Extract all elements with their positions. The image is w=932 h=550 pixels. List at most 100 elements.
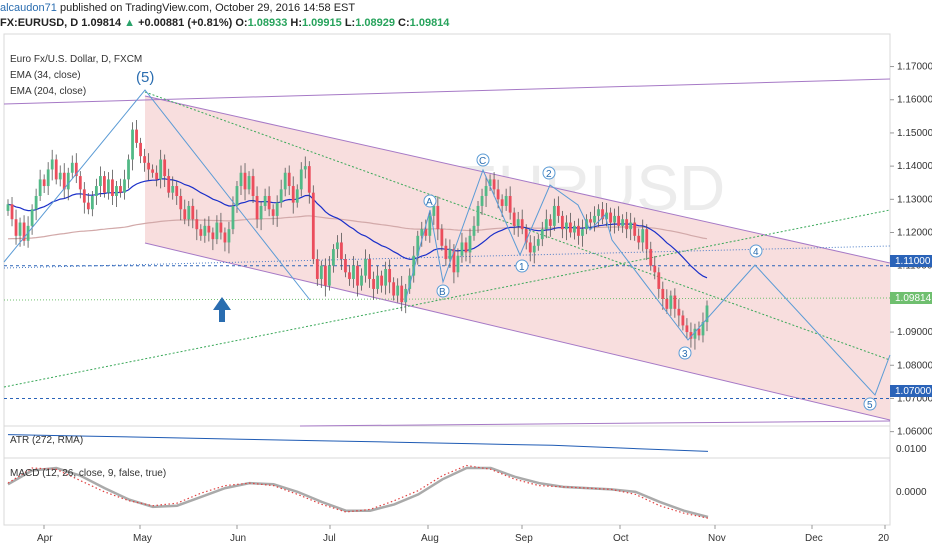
candle-bear[interactable] — [653, 265, 657, 273]
candle-bear[interactable] — [677, 308, 681, 316]
candle-bear[interactable] — [496, 189, 500, 200]
candle-bear[interactable] — [191, 205, 195, 220]
candle-bull[interactable] — [215, 222, 219, 240]
candle-bull[interactable] — [376, 275, 379, 289]
candle-bull[interactable] — [476, 205, 480, 226]
candle-bear[interactable] — [251, 176, 255, 196]
candle-bull[interactable] — [629, 222, 633, 230]
candle-bull[interactable] — [331, 249, 335, 266]
candle-bull[interactable] — [115, 186, 118, 196]
candle-bear[interactable] — [649, 249, 653, 266]
candle-bull[interactable] — [30, 209, 34, 226]
candle-bull[interactable] — [247, 176, 251, 190]
candle-bear[interactable] — [167, 176, 171, 193]
candle-bear[interactable] — [560, 215, 564, 230]
candle-bear[interactable] — [22, 222, 26, 241]
candle-bear[interactable] — [685, 325, 689, 333]
candle-bear[interactable] — [508, 195, 512, 213]
candle-bear[interactable] — [520, 219, 524, 230]
candle-bull[interactable] — [456, 255, 460, 273]
candle-bull[interactable] — [428, 215, 432, 236]
candle-bear[interactable] — [78, 176, 82, 190]
candle-bull[interactable] — [259, 205, 263, 220]
candle-bear[interactable] — [147, 162, 151, 170]
candle-bear[interactable] — [139, 142, 142, 157]
candle-bear[interactable] — [577, 225, 580, 236]
candle-bull[interactable] — [564, 222, 568, 230]
candle-bear[interactable] — [380, 275, 384, 286]
candle-bull[interactable] — [327, 265, 331, 286]
candle-bear[interactable] — [155, 172, 159, 180]
candle-bear[interactable] — [311, 192, 315, 260]
candle-bear[interactable] — [492, 179, 496, 190]
author-link[interactable]: alcaudon71 — [0, 2, 57, 14]
candle-bear[interactable] — [344, 259, 347, 273]
candle-bull[interactable] — [432, 205, 436, 216]
candle-bear[interactable] — [86, 202, 90, 210]
candle-bear[interactable] — [340, 242, 343, 260]
candle-bull[interactable] — [319, 265, 323, 279]
candle-bear[interactable] — [54, 159, 58, 180]
candle-bull[interactable] — [581, 229, 584, 236]
candle-bear[interactable] — [82, 189, 86, 203]
candle-bull[interactable] — [50, 159, 54, 170]
candle-bear[interactable] — [348, 272, 351, 279]
candle-bull[interactable] — [34, 195, 38, 210]
candle-bull[interactable] — [488, 179, 492, 187]
candle-bull[interactable] — [70, 162, 74, 173]
candle-bear[interactable] — [617, 215, 621, 226]
candle-bear[interactable] — [199, 229, 203, 236]
candle-bear[interactable] — [569, 222, 572, 233]
candle-bear[interactable] — [267, 195, 271, 210]
candle-bear[interactable] — [697, 328, 701, 336]
candle-bear[interactable] — [645, 229, 649, 250]
candle-bear[interactable] — [143, 156, 146, 163]
candle-bear[interactable] — [62, 172, 66, 190]
candle-bear[interactable] — [10, 204, 14, 220]
candle-bear[interactable] — [673, 295, 677, 309]
candle-bull[interactable] — [416, 235, 420, 256]
candle-bull[interactable] — [336, 242, 339, 250]
candle-bull[interactable] — [263, 195, 267, 206]
candle-bull[interactable] — [279, 189, 283, 203]
candle-bull[interactable] — [299, 169, 303, 190]
candle-bull[interactable] — [283, 172, 287, 190]
candle-bear[interactable] — [323, 265, 327, 286]
candle-bear[interactable] — [211, 232, 215, 240]
candle-bull[interactable] — [227, 229, 231, 243]
candle-bear[interactable] — [665, 298, 669, 309]
candle-bear[interactable] — [609, 212, 612, 223]
candle-bear[interactable] — [633, 222, 637, 236]
candle-bull[interactable] — [468, 235, 472, 253]
candle-bear[interactable] — [291, 186, 295, 203]
candle-bear[interactable] — [689, 332, 693, 339]
candle-bull[interactable] — [187, 205, 191, 220]
candle-bear[interactable] — [151, 169, 155, 173]
candle-bull[interactable] — [360, 275, 363, 286]
candle-bear[interactable] — [223, 232, 227, 243]
candle-bear[interactable] — [243, 172, 247, 190]
candle-bull[interactable] — [532, 245, 536, 253]
candle-bull[interactable] — [131, 129, 134, 160]
candle-bull[interactable] — [472, 225, 476, 236]
candle-bear[interactable] — [368, 259, 371, 279]
candle-bull[interactable] — [420, 229, 424, 236]
candle-bull[interactable] — [123, 179, 126, 193]
candle-bull[interactable] — [66, 172, 70, 190]
candle-bear[interactable] — [452, 249, 456, 273]
candle-bull[interactable] — [408, 275, 412, 289]
candle-bull[interactable] — [6, 204, 10, 211]
candle-bull[interactable] — [448, 249, 452, 260]
candle-bear[interactable] — [589, 219, 592, 223]
candle-bull[interactable] — [585, 219, 588, 230]
candle-bull[interactable] — [98, 176, 102, 187]
candle-bull[interactable] — [484, 186, 488, 196]
price-axis[interactable]: 1.17000 1.16000 1.15000 1.14000 1.13000 1.120… — [890, 62, 932, 438]
candle-bear[interactable] — [183, 209, 187, 220]
candle-bear[interactable] — [444, 245, 448, 260]
candle-bear[interactable] — [207, 225, 211, 233]
candle-bear[interactable] — [440, 229, 444, 246]
candle-bull[interactable] — [516, 219, 520, 226]
candle-bear[interactable] — [681, 315, 685, 326]
candle-bull[interactable] — [235, 186, 239, 206]
